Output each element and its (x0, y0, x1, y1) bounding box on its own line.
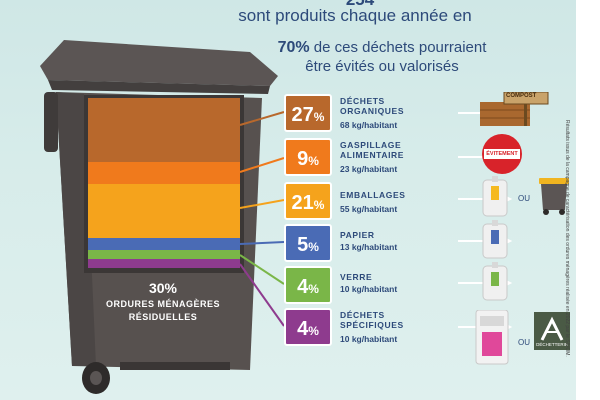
pct-box: 5% (284, 224, 332, 262)
waste-bin-illustration: 30% ORDURES MÉNAGÈRES RÉSIDUELLES (40, 40, 278, 394)
or-label: OU (518, 194, 530, 203)
pct-value: 21 (291, 192, 314, 214)
or-label: OU (518, 338, 530, 347)
pct-sign: % (308, 282, 319, 296)
category-name-line-2: ORGANIQUES (340, 106, 405, 116)
category-name-line-1: DÉCHETS (340, 96, 385, 106)
residual-percentage: 30% (148, 280, 178, 296)
pct-box: 4% (284, 308, 332, 346)
category-name-line-2: SPÉCIFIQUES (340, 320, 404, 330)
category-name-line-2: ALIMENTAIRE (340, 150, 405, 160)
category-kg: 10 kg/habitant (340, 284, 398, 294)
category-kg: 55 kg/habitant (340, 204, 398, 214)
category-name: VERRE (340, 272, 450, 282)
category-name-line-1: GASPILLAGE (340, 140, 402, 150)
header-top-number: 254 (170, 0, 550, 6)
pct-value: 5 (297, 234, 309, 256)
waste-layers (88, 98, 240, 268)
claim-text-2: être évités ou valorisés (305, 58, 459, 75)
pct-sign: % (308, 324, 319, 338)
layer-emballages (88, 184, 240, 238)
no-entry-sign-icon (482, 134, 522, 174)
yellow-recycling-container-icon (482, 176, 508, 217)
category-kg: 10 kg/habitant (340, 334, 398, 344)
connector-lines (239, 111, 285, 327)
layer-papier (88, 238, 240, 250)
category-name: DÉCHETS ORGANIQUES (340, 96, 450, 116)
category-name: GASPILLAGE ALIMENTAIRE (340, 140, 450, 160)
evitement-label: ÉVITEMENT (486, 151, 518, 157)
source-note: Résultats issus de la campagne de caract… (564, 120, 570, 357)
compost-label: COMPOST (506, 93, 537, 99)
pct-sign: % (308, 154, 319, 168)
layer-specifiques (88, 259, 240, 268)
page-margin (576, 0, 600, 400)
category-name: PAPIER (340, 230, 450, 240)
pct-sign: % (313, 198, 325, 212)
recycling-center-icon (534, 312, 570, 350)
claim-block: 70% de ces déchets pourraient être évité… (232, 38, 532, 76)
category-name: EMBALLAGES (340, 190, 450, 200)
compost-bin-icon (480, 92, 549, 126)
category-kg: 13 kg/habitant (340, 242, 398, 252)
category-name: DÉCHETS SPÉCIFIQUES (340, 310, 450, 330)
claim-text-1: de ces déchets pourraient (313, 39, 487, 56)
category-name-line-1: EMBALLAGES (340, 190, 406, 200)
claim-percentage: 70% (277, 39, 310, 56)
collection-terminal-icon (475, 310, 509, 365)
pct-value: 4 (297, 276, 309, 298)
category-kg: 23 kg/habitant (340, 164, 398, 174)
pct-value: 9 (297, 148, 309, 170)
layer-gaspillage (88, 162, 240, 184)
residual-label: ORDURES MÉNAGÈRES RÉSIDUELLES (88, 298, 238, 324)
pct-value: 4 (297, 318, 309, 340)
residual-label-line-2: RÉSIDUELLES (128, 312, 198, 322)
category-name-line-1: DÉCHETS (340, 310, 385, 320)
pct-box: 9% (284, 138, 332, 176)
layer-organiques (88, 98, 240, 162)
category-name-line-1: VERRE (340, 272, 373, 282)
header-subtitle: sont produits chaque année en (238, 6, 472, 25)
claim-line-1: 70% de ces déchets pourraient (232, 38, 532, 57)
pct-box: 21% (284, 182, 332, 220)
pct-box: 27% (284, 94, 332, 132)
category-kg: 68 kg/habitant (340, 120, 398, 130)
dechetterie-label: DÉCHETTERIE (536, 342, 568, 347)
residual-label-line-1: ORDURES MÉNAGÈRES (105, 299, 220, 309)
pct-sign: % (313, 110, 325, 124)
pct-box: 4% (284, 266, 332, 304)
category-name-line-1: PAPIER (340, 230, 375, 240)
pct-sign: % (308, 240, 319, 254)
pct-value: 27 (291, 104, 314, 126)
wheelie-bin-icon (539, 178, 569, 215)
layer-verre (88, 250, 240, 259)
green-glass-container-icon (482, 262, 508, 301)
blue-paper-container-icon (482, 220, 508, 259)
